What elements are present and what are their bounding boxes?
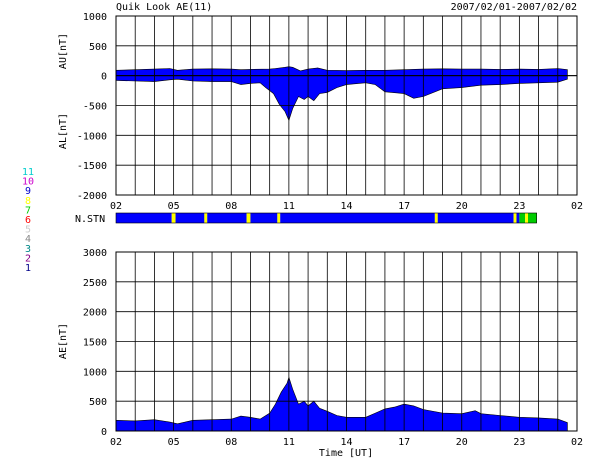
station-legend-item: 5 [25, 225, 31, 236]
x-axis-label: Time [UT] [319, 448, 373, 459]
ae-xtick-label: 14 [340, 437, 352, 448]
aual-ytick-label: 0 [101, 72, 107, 83]
station-bar-segment [204, 213, 208, 223]
au-axis-label: AU[nT] [58, 33, 69, 69]
station-bar-segment [246, 213, 251, 223]
aual-xtick-label: 11 [283, 201, 295, 212]
ae-ytick-label: 1000 [83, 367, 107, 378]
station-legend-item: 1 [25, 263, 31, 274]
station-bar-label: N.STN [75, 214, 105, 225]
station-legend-item: 8 [25, 196, 31, 207]
station-bar-segment [513, 213, 517, 223]
al-axis-label: AL[nT] [58, 113, 69, 149]
ae-ytick-label: 0 [101, 427, 107, 438]
date-range: 2007/02/01-2007/02/02 [451, 2, 577, 13]
aual-au-series [115, 66, 568, 76]
ae-xtick-label: 17 [398, 437, 410, 448]
station-bar-segment [171, 213, 176, 223]
station-bar-segment [250, 213, 278, 223]
station-legend-item: 11 [22, 167, 34, 178]
aual-xtick-label: 23 [513, 201, 525, 212]
chart-title: Quik Look AE(11) [116, 2, 212, 13]
ae-axis-label: AE[nT] [58, 323, 69, 359]
ae-ytick-label: 500 [89, 397, 107, 408]
ae-ytick-label: 2000 [83, 308, 107, 319]
aual-xtick-label: 05 [168, 201, 180, 212]
station-legend-item: 10 [22, 177, 34, 188]
aual-xtick-label: 20 [456, 201, 468, 212]
station-bar-segment [280, 213, 435, 223]
ae-ae-series [115, 376, 568, 432]
station-bar-segment [519, 213, 526, 223]
station-legend-item: 6 [25, 215, 31, 226]
station-legend-item: 7 [25, 205, 31, 216]
station-legend-item: 4 [25, 234, 31, 245]
aual-al-series [115, 75, 568, 122]
ae-frame [115, 251, 578, 432]
station-bar-segment [116, 213, 172, 223]
aual-ytick-label: 500 [89, 42, 107, 53]
ae-xtick-label: 08 [225, 437, 237, 448]
station-legend-item: 2 [25, 253, 31, 264]
aual-ytick-label: -1000 [77, 131, 107, 142]
aual-ytick-label: -500 [83, 102, 107, 113]
ae-xtick-label: 02 [110, 437, 122, 448]
aual-xtick-label: 14 [340, 201, 352, 212]
aual-xtick-label: 02 [110, 201, 122, 212]
station-bar-segment [434, 213, 438, 223]
ae-xtick-label: 02 [571, 437, 583, 448]
station-bar-segment [277, 213, 281, 223]
station-count-bar: N.STN [75, 212, 537, 225]
station-bar-segment [437, 213, 514, 223]
station-bar-frame [115, 212, 537, 224]
ae-xtick-label: 05 [168, 437, 180, 448]
station-bar-segment [207, 213, 247, 223]
ae-xtick-label: 20 [456, 437, 468, 448]
aual-frame [115, 15, 578, 196]
ae-xtick-label: 23 [513, 437, 525, 448]
station-bar-segment [525, 213, 529, 223]
aual-xtick-label: 08 [225, 201, 237, 212]
ae-ytick-label: 3000 [83, 248, 107, 259]
aual-xtick-label: 17 [398, 201, 410, 212]
aual-ytick-label: -2000 [77, 191, 107, 202]
ae-ytick-label: 1500 [83, 338, 107, 349]
ae-xtick-label: 11 [283, 437, 295, 448]
station-bar-segment [528, 213, 537, 223]
station-legend-item: 9 [25, 186, 31, 197]
station-legend-item: 3 [25, 244, 31, 255]
aual-ytick-label: -1500 [77, 161, 107, 172]
ae-ytick-label: 2500 [83, 278, 107, 289]
station-bar-segment [516, 213, 520, 223]
aual-xtick-label: 02 [571, 201, 583, 212]
aual-ytick-label: 1000 [83, 12, 107, 23]
station-bar-segment [175, 213, 205, 223]
